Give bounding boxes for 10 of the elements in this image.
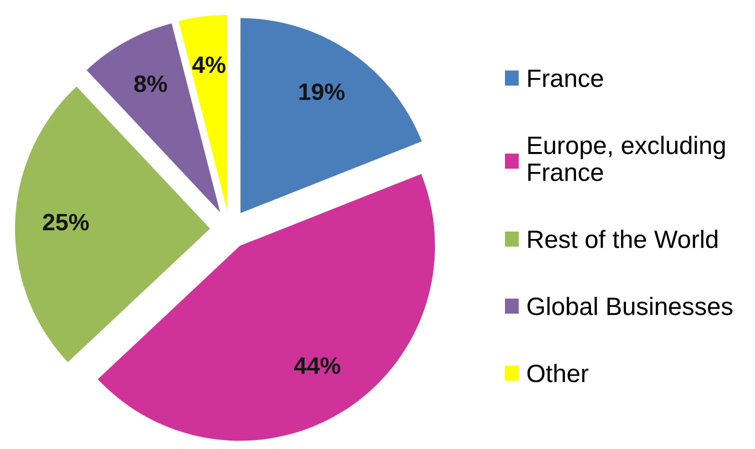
data-label: 44% (294, 357, 340, 374)
data-label: 19% (299, 83, 345, 100)
data-label: 25% (42, 214, 89, 230)
legend-label: France (528, 70, 603, 88)
data-label: 4% (192, 56, 226, 74)
legend-label: Rest of the World (528, 230, 718, 248)
legend-label: Other (527, 364, 588, 382)
legend-label: Europe, excluding France (528, 136, 725, 182)
data-label: 8% (134, 75, 168, 92)
legend-label: Global Businesses (528, 296, 732, 316)
